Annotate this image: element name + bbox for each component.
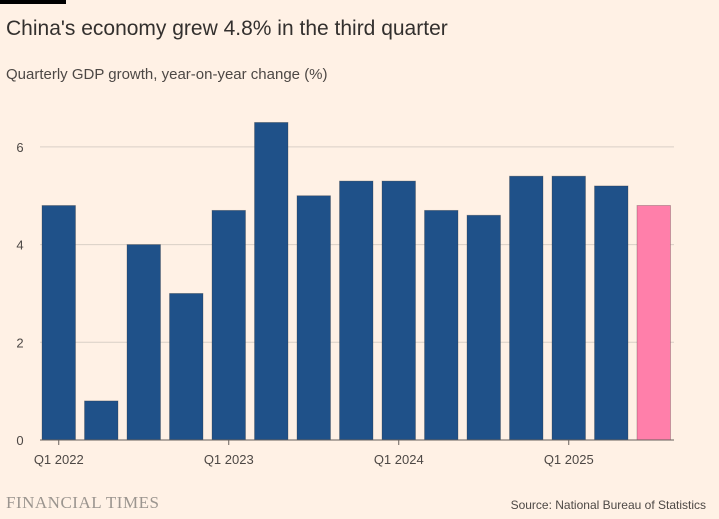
bar-q4-2024 xyxy=(509,175,544,441)
bars xyxy=(41,122,671,441)
y-tick-label: 6 xyxy=(16,140,23,155)
ft-logo: FINANCIAL TIMES xyxy=(6,493,160,512)
bar-q1-2025 xyxy=(551,175,586,441)
top-rule xyxy=(0,0,66,4)
bar-q4-2022 xyxy=(169,293,204,441)
bar-q3-2023 xyxy=(296,195,331,441)
x-tick-label: Q1 2024 xyxy=(374,452,424,467)
chart-title: China's economy grew 4.8% in the third q… xyxy=(6,17,448,40)
bar-q1-2022 xyxy=(41,205,76,441)
bar-q3-2025 xyxy=(636,205,671,441)
bar-q1-2023 xyxy=(211,209,246,441)
bar-q4-2023 xyxy=(339,180,374,441)
bar-q3-2022 xyxy=(126,244,161,441)
x-tick-label: Q1 2022 xyxy=(34,452,84,467)
bar-q2-2025 xyxy=(594,185,629,441)
bar-q3-2024 xyxy=(466,214,501,441)
bar-q2-2023 xyxy=(254,122,289,441)
y-tick-label: 2 xyxy=(16,335,23,350)
bar-q2-2024 xyxy=(424,209,459,441)
bar-q1-2024 xyxy=(381,180,416,441)
x-tick-label: Q1 2023 xyxy=(204,452,254,467)
bar-q2-2022 xyxy=(84,400,119,441)
y-tick-label: 4 xyxy=(16,238,23,253)
x-tick-label: Q1 2025 xyxy=(544,452,594,467)
x-axis-ticks: Q1 2022 Q1 2023 Q1 2024 Q1 2025 xyxy=(34,440,594,467)
y-axis-ticks: 0 2 4 6 xyxy=(16,140,23,448)
source-note: Source: National Bureau of Statistics xyxy=(510,498,706,512)
chart-subtitle: Quarterly GDP growth, year-on-year chang… xyxy=(6,66,328,83)
y-tick-label: 0 xyxy=(16,433,23,448)
